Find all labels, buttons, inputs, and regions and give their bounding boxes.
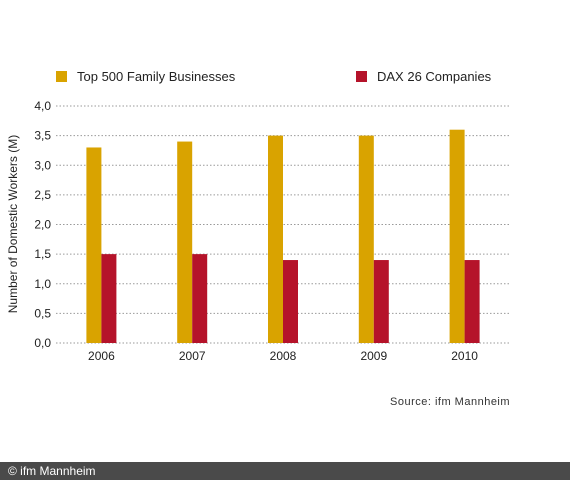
legend-label-dax26: DAX 26 Companies bbox=[377, 69, 492, 84]
bar-dax26-2010 bbox=[464, 260, 480, 343]
x-tick-label: 2007 bbox=[179, 349, 206, 363]
y-tick-label: 3,5 bbox=[34, 129, 51, 143]
legend-label-top500: Top 500 Family Businesses bbox=[77, 69, 236, 84]
legend-swatch-top500 bbox=[56, 71, 67, 82]
bar-dax26-2008 bbox=[283, 260, 298, 343]
copyright-text: © ifm Mannheim bbox=[8, 464, 96, 478]
legend-item-top500: Top 500 Family Businesses bbox=[56, 69, 235, 84]
y-tick-label: 2,5 bbox=[34, 188, 51, 202]
legend-item-dax26: DAX 26 Companies bbox=[356, 69, 491, 84]
bar-chart: 0,0 0,5 1,0 1,5 2,0 2,5 3,0 3,5 4,0 2006 2007 2008… bbox=[6, 99, 510, 363]
y-tick-label: 1,5 bbox=[34, 247, 51, 261]
bar-top500-2009 bbox=[358, 135, 374, 343]
x-tick-label: 2008 bbox=[270, 349, 297, 363]
copyright-footer: © ifm Mannheim bbox=[0, 462, 570, 480]
y-axis-title: Number of Domestic Workers (M) bbox=[6, 135, 20, 313]
y-tick-label: 1,0 bbox=[34, 277, 51, 291]
bar-dax26-2006 bbox=[101, 254, 117, 343]
y-tick-label: 3,0 bbox=[34, 158, 51, 172]
y-axis-ticks: 0,0 0,5 1,0 1,5 2,0 2,5 3,0 3,5 4,0 bbox=[34, 99, 51, 350]
y-tick-label: 4,0 bbox=[34, 99, 51, 113]
bar-dax26-2009 bbox=[373, 260, 389, 343]
x-tick-label: 2006 bbox=[88, 349, 115, 363]
bar-dax26-2007 bbox=[192, 254, 208, 343]
x-tick-label: 2010 bbox=[451, 349, 478, 363]
source-note: Source: ifm Mannheim bbox=[390, 396, 511, 408]
bar-top500-2007 bbox=[177, 141, 193, 343]
y-tick-label: 0,0 bbox=[34, 336, 51, 350]
bar-top500-2006 bbox=[86, 147, 102, 343]
y-tick-label: 2,0 bbox=[34, 218, 51, 232]
y-tick-label: 0,5 bbox=[34, 306, 51, 320]
x-tick-label: 2009 bbox=[360, 349, 387, 363]
bar-top500-2010 bbox=[449, 129, 465, 343]
x-axis-ticks: 2006 2007 2008 2009 2010 bbox=[88, 349, 478, 363]
bar-top500-2008 bbox=[268, 135, 283, 343]
legend-swatch-dax26 bbox=[356, 71, 367, 82]
gridlines bbox=[56, 105, 510, 344]
bars bbox=[86, 129, 480, 343]
